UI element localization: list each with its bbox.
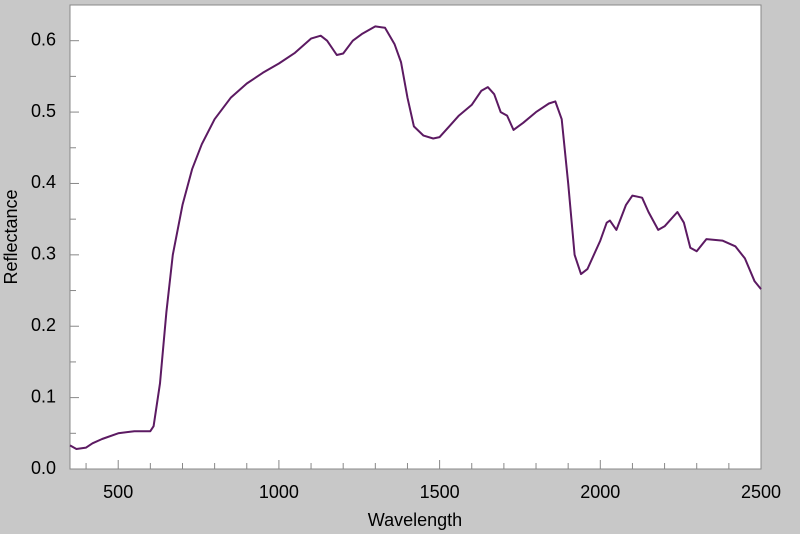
y-tick-label: 0.0 bbox=[31, 458, 56, 478]
y-tick-label: 0.1 bbox=[31, 386, 56, 406]
y-tick-label: 0.4 bbox=[31, 172, 56, 192]
x-tick-label: 2500 bbox=[741, 482, 781, 502]
y-axis-label: Reflectance bbox=[1, 189, 21, 284]
x-tick-label: 1500 bbox=[420, 482, 460, 502]
y-tick-label: 0.3 bbox=[31, 244, 56, 264]
plot-area bbox=[69, 4, 762, 470]
y-tick-label: 0.5 bbox=[31, 101, 56, 121]
x-tick-label: 500 bbox=[103, 482, 133, 502]
x-tick-label: 1000 bbox=[259, 482, 299, 502]
y-tick-label: 0.6 bbox=[31, 29, 56, 49]
y-tick-label: 0.2 bbox=[31, 315, 56, 335]
spectrum-line bbox=[69, 25, 762, 450]
x-axis-label: Wavelength bbox=[368, 510, 462, 530]
x-tick-label: 2000 bbox=[580, 482, 620, 502]
